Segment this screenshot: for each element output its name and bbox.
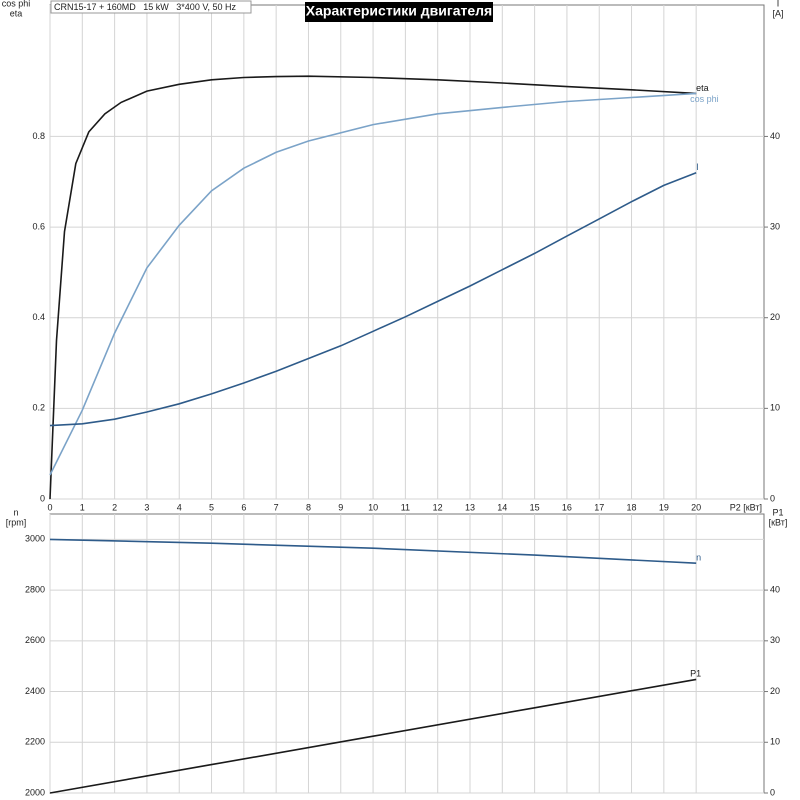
y2-tick-label: 40 — [770, 131, 780, 141]
x-tick-label: 2 — [112, 502, 117, 512]
y-axis-label: cos phi — [2, 0, 31, 8]
series-line — [49, 171, 697, 427]
x-tick-label: 9 — [338, 502, 343, 512]
y2-axis-label: [A] — [772, 8, 783, 18]
y-tick-label: 0.4 — [32, 312, 45, 322]
x-tick-label: 18 — [627, 502, 637, 512]
x-tick-label: 0 — [47, 502, 52, 512]
y-axis-label: n — [13, 507, 18, 517]
series-line — [49, 678, 697, 794]
x-tick-label: 8 — [306, 502, 311, 512]
subtitle-box — [50, 0, 252, 14]
y-tick-label: 2000 — [25, 787, 45, 797]
y-tick-label: 2400 — [25, 686, 45, 696]
y-axis-label: [rpm] — [6, 517, 27, 527]
x-tick-label: 4 — [177, 502, 182, 512]
y-tick-label: 2600 — [25, 635, 45, 645]
y2-axis-label: I — [777, 0, 780, 8]
y2-tick-label: 10 — [770, 737, 780, 747]
y2-tick-label: 40 — [770, 584, 780, 594]
y2-tick-label: 0 — [770, 787, 775, 797]
x-tick-label: 13 — [465, 502, 475, 512]
x-axis-label: P2 [кВт] — [730, 502, 762, 512]
x-tick-label: 15 — [530, 502, 540, 512]
y2-axis-label: [кВт] — [769, 517, 788, 527]
x-tick-label: 19 — [659, 502, 669, 512]
y2-tick-label: 30 — [770, 635, 780, 645]
y2-tick-label: 10 — [770, 403, 780, 413]
series-line — [49, 75, 697, 500]
x-tick-label: 14 — [497, 502, 507, 512]
y-tick-label: 0.8 — [32, 131, 45, 141]
series-line — [49, 538, 697, 564]
x-tick-label: 6 — [241, 502, 246, 512]
y2-tick-label: 20 — [770, 686, 780, 696]
y2-tick-label: 30 — [770, 221, 780, 231]
y2-tick-label: 20 — [770, 312, 780, 322]
series-label: eta — [696, 83, 709, 93]
x-tick-label: 11 — [401, 502, 410, 512]
y-tick-label: 2200 — [25, 737, 45, 747]
y-axis-label: eta — [10, 8, 23, 18]
x-tick-label: 12 — [433, 502, 443, 512]
title-box — [305, 2, 493, 22]
series-line — [49, 92, 697, 476]
chart-title: Характеристики двигателя — [306, 3, 492, 19]
y-tick-label: 3000 — [25, 534, 45, 544]
y2-tick-label: 0 — [770, 493, 775, 503]
y-tick-label: 0.2 — [32, 403, 45, 413]
series-label: I — [696, 162, 699, 172]
series-label: n — [696, 553, 701, 563]
x-tick-label: 16 — [562, 502, 572, 512]
series-label: P1 — [690, 669, 701, 679]
x-tick-label: 1 — [80, 502, 85, 512]
x-tick-label: 5 — [209, 502, 214, 512]
y-tick-label: 0 — [40, 493, 45, 503]
y2-axis-label: P1 — [772, 507, 783, 517]
plot-frame — [49, 513, 765, 794]
x-tick-label: 10 — [368, 502, 378, 512]
y-tick-label: 0.6 — [32, 221, 45, 231]
y-tick-label: 2800 — [25, 584, 45, 594]
x-tick-label: 17 — [594, 502, 604, 512]
x-tick-label: 3 — [144, 502, 149, 512]
series-label: cos phi — [690, 94, 719, 104]
x-tick-label: 20 — [691, 502, 701, 512]
x-tick-label: 7 — [274, 502, 279, 512]
chart-subtitle: CRN15-17 + 160MD 15 kW 3*400 V, 50 Hz — [54, 2, 237, 12]
